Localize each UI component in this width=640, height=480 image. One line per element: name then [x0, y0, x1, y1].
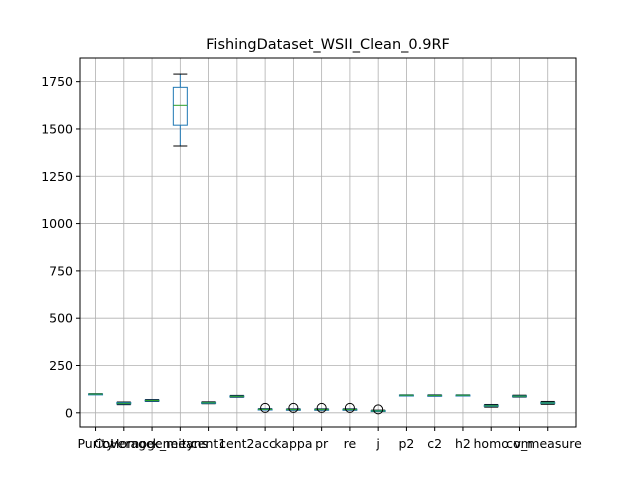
- y-tick-label: 1250: [41, 169, 73, 184]
- x-axis: PurityCoverageHomogeneityk_meanscent1cen…: [77, 427, 582, 451]
- box-cent1: [201, 401, 217, 405]
- box-re: [342, 402, 358, 413]
- x-tick-label: re: [344, 436, 357, 451]
- box-p2: [398, 394, 414, 397]
- box-homo: [483, 403, 499, 408]
- iqr-box: [172, 86, 188, 126]
- x-tick-label: homo: [474, 436, 509, 451]
- box-com: [511, 394, 527, 398]
- x-tick-label: cent2: [219, 436, 254, 451]
- y-tick-label: 1750: [41, 74, 73, 89]
- x-tick-label: v_measure: [514, 436, 582, 451]
- x-tick-label: kappa: [274, 436, 312, 451]
- x-tick-label: acc: [254, 436, 276, 451]
- box-k_means: [172, 73, 188, 147]
- outlier-point: [344, 402, 355, 413]
- y-tick-label: 250: [49, 358, 73, 373]
- y-tick-label: 750: [49, 263, 73, 278]
- box-kappa: [285, 402, 301, 413]
- x-tick-label: pr: [315, 436, 329, 451]
- x-tick-label: k_means: [153, 436, 208, 451]
- x-tick-label: h2: [455, 436, 471, 451]
- grid: [80, 58, 576, 427]
- plot-frame: [79, 57, 577, 428]
- x-tick-label: com: [506, 436, 533, 451]
- x-tick-label: Coverage: [94, 436, 154, 451]
- box-h2: [455, 394, 471, 397]
- chart-title: FishingDataset_WSII_Clean_0.9RF: [206, 37, 450, 53]
- y-tick-label: 0: [65, 405, 73, 420]
- box-Homogeneity: [144, 399, 160, 402]
- outlier-point: [316, 402, 327, 413]
- box-Purity: [88, 393, 104, 396]
- box-pr: [314, 402, 330, 413]
- y-tick-label: 500: [49, 311, 73, 326]
- outlier-point: [288, 402, 299, 413]
- box-cent2: [229, 394, 245, 398]
- x-tick-label: c2: [427, 436, 442, 451]
- x-tick-label: j: [375, 436, 379, 451]
- box-j: [370, 404, 386, 415]
- x-tick-label: Homogeneity: [110, 436, 194, 451]
- box-v_measure: [540, 400, 556, 405]
- x-tick-label: p2: [398, 436, 414, 451]
- outlier-point: [260, 402, 271, 413]
- y-tick-label: 1000: [41, 216, 73, 231]
- y-axis: 0 250 500 750 1000 1250 1500 1750: [41, 74, 80, 420]
- boxes: [88, 73, 556, 415]
- box-acc: [257, 402, 273, 413]
- x-tick-label: Purity: [77, 436, 114, 451]
- box-Coverage: [116, 401, 132, 406]
- box-c2: [427, 394, 443, 397]
- outlier-point: [373, 404, 384, 415]
- y-tick-label: 1500: [41, 121, 73, 136]
- x-tick-label: cent1: [191, 436, 226, 451]
